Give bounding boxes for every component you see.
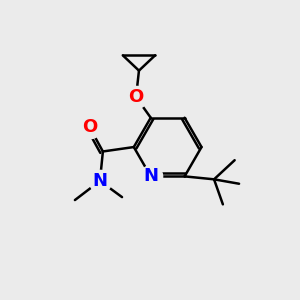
Text: O: O — [82, 118, 97, 136]
Text: N: N — [143, 167, 158, 185]
Text: N: N — [92, 172, 107, 190]
Text: O: O — [128, 88, 144, 106]
